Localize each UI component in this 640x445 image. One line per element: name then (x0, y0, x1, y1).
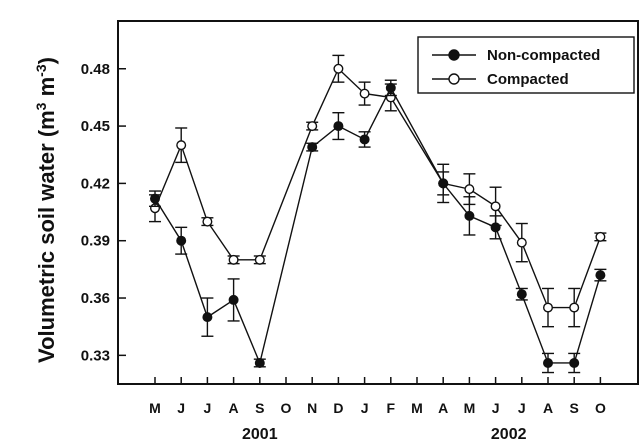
legend: Non-compacted Compacted (417, 36, 635, 94)
x-tick-label: O (595, 400, 606, 416)
data-point (228, 254, 239, 265)
data-point (307, 121, 318, 132)
data-point (464, 184, 475, 195)
year-label: 2001 (242, 426, 278, 440)
data-point (176, 140, 187, 151)
data-point (516, 237, 527, 248)
data-point (516, 289, 527, 300)
data-point (333, 63, 344, 74)
data-point (176, 235, 187, 246)
data-point (359, 134, 370, 145)
y-axis-title-exp1: 3 (33, 102, 49, 110)
series-line (154, 86, 602, 366)
legend-label: Compacted (487, 71, 569, 88)
data-point (490, 222, 501, 233)
y-tick-label: 0.39 (81, 233, 110, 250)
x-tick-label: S (255, 400, 264, 416)
data-point (359, 88, 370, 99)
x-tick-label: N (307, 400, 317, 416)
tick-layer: 0.330.360.390.420.450.48M J J A S O N D J F M A M J J A… (81, 61, 606, 443)
year-label: 2002 (491, 426, 527, 440)
x-tick-label: M (411, 400, 423, 416)
data-point (202, 312, 213, 323)
data-point (254, 357, 265, 368)
data-point (464, 210, 475, 221)
x-tick-label: D (333, 400, 343, 416)
y-axis-title-unit: m (34, 77, 59, 103)
x-tick-label: J (492, 400, 500, 416)
y-tick-label: 0.42 (81, 175, 110, 192)
data-point (595, 231, 606, 242)
x-tick-label: S (570, 400, 579, 416)
data-point (202, 216, 213, 227)
series-non-compacted (149, 79, 607, 374)
x-tick-label: J (204, 400, 212, 416)
series-layer (149, 54, 607, 374)
x-tick-label: M (149, 400, 161, 416)
data-point (595, 270, 606, 281)
x-tick-label: A (438, 400, 448, 416)
x-tick-label: A (543, 400, 553, 416)
y-tick-label: 0.36 (81, 290, 110, 307)
legend-label: Non-compacted (487, 47, 600, 64)
x-tick-label: A (229, 400, 239, 416)
x-tick-label: J (518, 400, 526, 416)
data-point (543, 357, 554, 368)
y-axis-label: Volumetric soil water (m3 m-3) (33, 57, 59, 363)
legend-marker (448, 73, 460, 85)
data-point (307, 142, 318, 153)
y-tick-label: 0.33 (81, 347, 110, 364)
x-tick-label: J (361, 400, 369, 416)
y-axis-title-end: ) (34, 57, 59, 64)
data-point (149, 193, 160, 204)
legend-marker (448, 49, 460, 61)
y-axis-title: Volumetric soil water (m3 m-3) (33, 57, 59, 363)
data-point (385, 82, 396, 93)
x-tick-label: F (387, 400, 396, 416)
y-axis-title-exp2: -3 (33, 64, 49, 77)
data-point (254, 254, 265, 265)
series-compacted (149, 54, 607, 328)
data-point (438, 178, 449, 189)
plot-frame (117, 20, 639, 385)
series-line (154, 67, 602, 309)
y-axis-title-main: Volumetric soil water (m (34, 110, 59, 363)
y-tick-label: 0.48 (81, 61, 110, 78)
data-point (490, 201, 501, 212)
y-tick-label: 0.45 (81, 118, 110, 135)
data-point (543, 302, 554, 313)
x-tick-label: J (177, 400, 185, 416)
x-tick-label: M (464, 400, 476, 416)
x-tick-label: O (281, 400, 292, 416)
data-point (228, 294, 239, 305)
data-point (333, 121, 344, 132)
data-point (569, 302, 580, 313)
data-point (569, 357, 580, 368)
